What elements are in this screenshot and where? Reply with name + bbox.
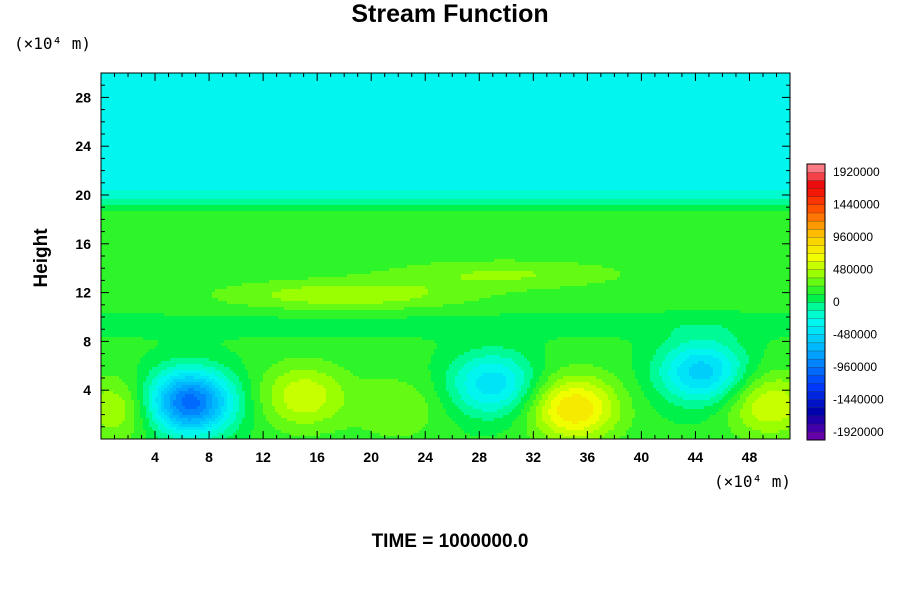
x-tick-label: 36 bbox=[580, 449, 596, 465]
colorbar-band bbox=[806, 415, 826, 425]
colorbar-label: 1440000 bbox=[833, 198, 880, 212]
y-tick-label: 24 bbox=[75, 138, 91, 154]
colorbar-label: 1920000 bbox=[833, 165, 880, 179]
colorbar-band bbox=[806, 212, 826, 222]
colorbar-band bbox=[806, 423, 826, 433]
colorbar-label: 0 bbox=[833, 295, 840, 309]
colorbar-band bbox=[806, 383, 826, 392]
colorbar-label: -1920000 bbox=[833, 425, 884, 439]
colorbar-band bbox=[806, 180, 826, 189]
colorbar-band bbox=[806, 358, 826, 368]
colorbar-band bbox=[806, 431, 826, 441]
y-tick-label: 4 bbox=[83, 382, 91, 398]
colorbar-label: -1440000 bbox=[833, 392, 884, 406]
x-tick-label: 48 bbox=[742, 449, 758, 465]
colorbar-band bbox=[806, 399, 826, 408]
colorbar-band bbox=[806, 277, 826, 287]
colorbar-label: 480000 bbox=[833, 263, 873, 277]
colorbar-band bbox=[806, 196, 826, 206]
colorbar-label: 960000 bbox=[833, 230, 873, 244]
colorbar-band bbox=[806, 163, 826, 173]
x-tick-label: 12 bbox=[255, 449, 271, 465]
y-tick-label: 8 bbox=[83, 333, 91, 349]
colorbar-band bbox=[806, 285, 826, 295]
colorbar-band bbox=[806, 253, 826, 262]
colorbar-band bbox=[806, 318, 826, 327]
x-tick-label: 16 bbox=[309, 449, 325, 465]
colorbar-band bbox=[806, 236, 826, 246]
colorbar-band bbox=[806, 293, 826, 303]
colorbar-band bbox=[806, 391, 826, 400]
x-tick-label: 32 bbox=[526, 449, 542, 465]
colorbar-band bbox=[806, 407, 826, 417]
colorbar-frame bbox=[806, 163, 826, 441]
x-axis-unit: (×10⁴ m) bbox=[714, 472, 791, 491]
x-tick-label: 24 bbox=[417, 449, 433, 465]
y-tick-label: 16 bbox=[75, 236, 91, 252]
y-axis-unit: (×10⁴ m) bbox=[14, 34, 91, 53]
y-tick-label: 28 bbox=[75, 89, 91, 105]
y-tick-label: 12 bbox=[75, 285, 91, 301]
contour-field bbox=[101, 73, 791, 440]
colorbar-band bbox=[806, 269, 826, 279]
x-tick-label: 4 bbox=[151, 449, 159, 465]
colorbar-band bbox=[806, 326, 826, 335]
colorbar-band bbox=[806, 261, 826, 270]
colorbar-label: -960000 bbox=[833, 360, 877, 374]
colorbar-band bbox=[806, 342, 826, 352]
colorbar-band bbox=[806, 188, 826, 197]
x-tick-label: 28 bbox=[471, 449, 487, 465]
chart-title: Stream Function bbox=[0, 0, 900, 29]
colorbar-label: -480000 bbox=[833, 327, 877, 341]
colorbar-band bbox=[806, 228, 826, 238]
colorbar-band bbox=[806, 334, 826, 344]
x-tick-label: 44 bbox=[688, 449, 704, 465]
colorbar-band bbox=[806, 301, 826, 311]
colorbar-band bbox=[806, 374, 826, 384]
colorbar-band bbox=[806, 245, 826, 254]
time-label: TIME = 1000000.0 bbox=[0, 531, 900, 553]
x-tick-label: 8 bbox=[205, 449, 213, 465]
y-tick-label: 20 bbox=[75, 187, 91, 203]
colorbar-band bbox=[806, 204, 826, 214]
x-tick-label: 40 bbox=[634, 449, 650, 465]
colorbar-band bbox=[806, 171, 826, 181]
colorbar-band bbox=[806, 366, 826, 376]
x-tick-label: 20 bbox=[363, 449, 379, 465]
colorbar-band bbox=[806, 350, 826, 360]
colorbar-band bbox=[806, 220, 826, 230]
colorbar-band bbox=[806, 309, 826, 319]
